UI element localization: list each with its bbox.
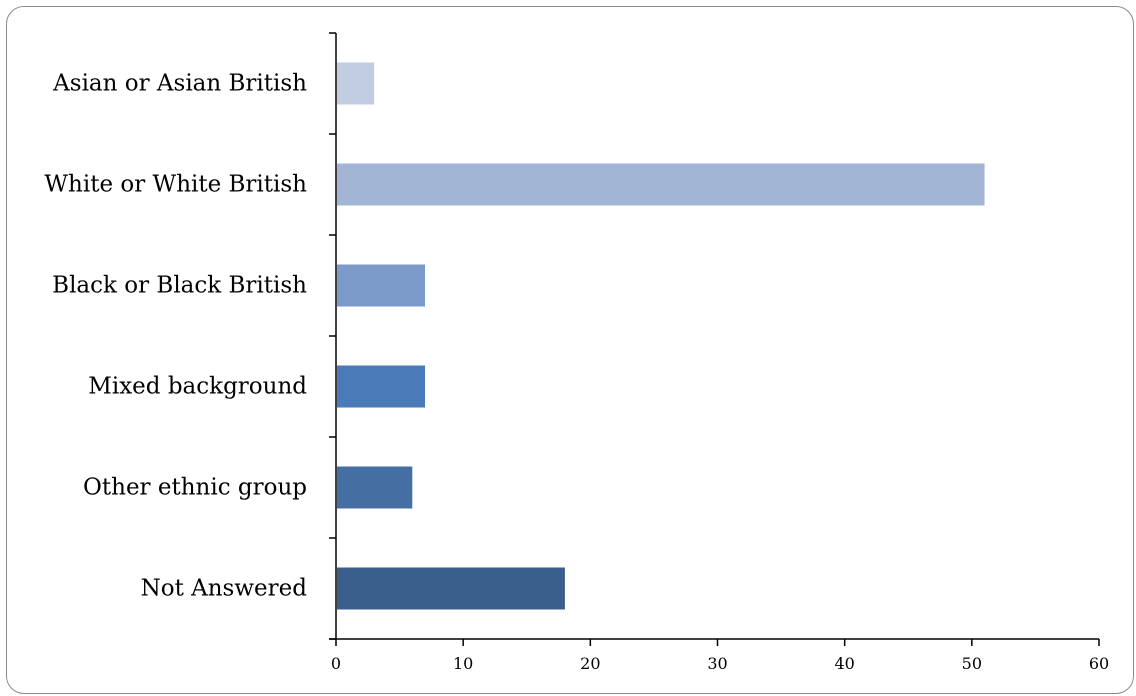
x-tick-label: 40 bbox=[834, 654, 854, 673]
bar-other-ethnic-group bbox=[337, 466, 413, 509]
bar-asian-or-asian-british bbox=[337, 62, 375, 105]
x-tick-label: 20 bbox=[580, 654, 600, 673]
category-label-black-or-black-british: Black or Black British bbox=[52, 273, 307, 299]
bar-mixed-background bbox=[337, 365, 426, 408]
category-label-mixed-background: Mixed background bbox=[88, 374, 307, 400]
x-tick-label: 0 bbox=[331, 654, 341, 673]
bar-not-answered bbox=[337, 567, 565, 610]
bar-black-or-black-british bbox=[337, 264, 426, 307]
labels-layer: Asian or Asian British White or White Bri… bbox=[44, 71, 1109, 674]
x-tick-label: 60 bbox=[1089, 654, 1109, 673]
category-label-not-answered: Not Answered bbox=[141, 576, 308, 602]
bars-layer bbox=[337, 62, 985, 610]
category-label-asian-or-asian-british: Asian or Asian British bbox=[52, 71, 307, 97]
category-label-white-or-white-british: White or White British bbox=[44, 172, 307, 198]
x-tick-label: 50 bbox=[962, 654, 982, 673]
x-tick-label: 30 bbox=[707, 654, 727, 673]
x-tick-label: 10 bbox=[453, 654, 473, 673]
category-label-other-ethnic-group: Other ethnic group bbox=[83, 475, 307, 501]
axes-layer bbox=[329, 32, 1100, 646]
bar-white-or-white-british bbox=[337, 163, 985, 206]
chart-frame bbox=[6, 6, 1134, 694]
